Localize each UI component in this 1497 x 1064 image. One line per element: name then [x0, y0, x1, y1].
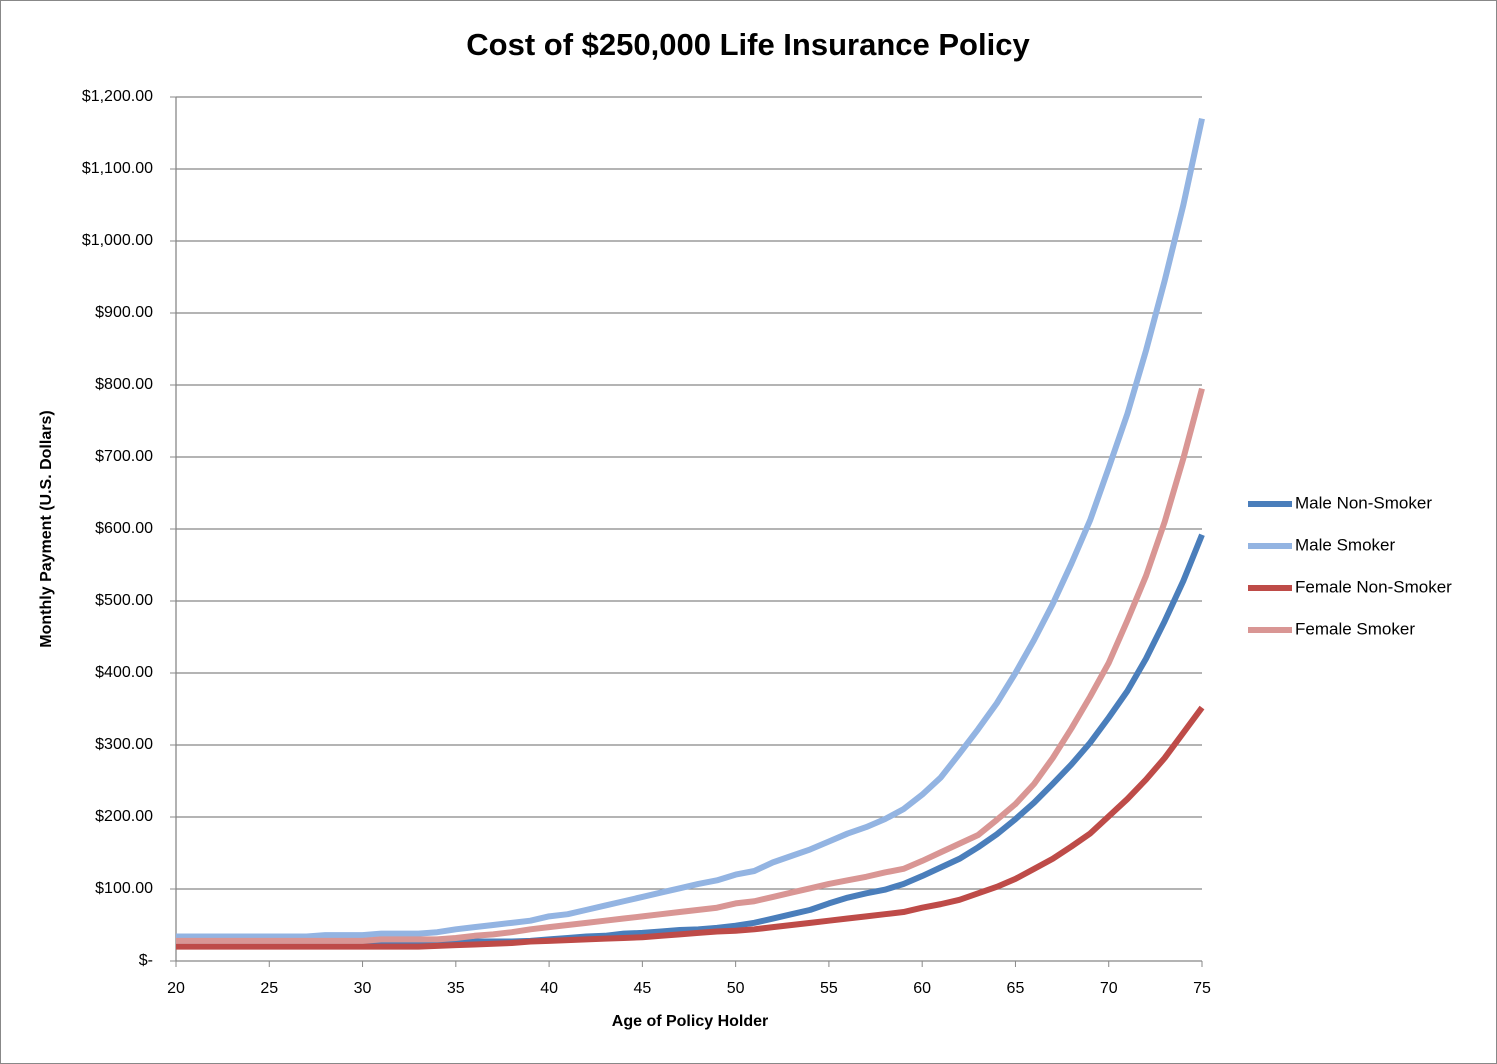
y-tick-label: $-: [139, 952, 153, 969]
y-tick-label: $500.00: [95, 592, 153, 609]
y-tick-label: $300.00: [95, 736, 153, 753]
x-tick-label: 35: [447, 980, 465, 997]
x-tick-label: 70: [1100, 980, 1118, 997]
x-tick-label: 30: [354, 980, 372, 997]
x-tick-label: 55: [820, 980, 838, 997]
x-tick-label: 40: [540, 980, 558, 997]
legend-label: Female Non-Smoker: [1295, 577, 1452, 596]
x-tick-label: 60: [913, 980, 931, 997]
legend-label: Female Smoker: [1295, 619, 1415, 638]
y-tick-label: $700.00: [95, 448, 153, 465]
x-tick-label: 75: [1193, 980, 1211, 997]
chart-title: Cost of $250,000 Life Insurance Policy: [466, 27, 1030, 62]
y-tick-label: $100.00: [95, 880, 153, 897]
x-tick-label: 50: [727, 980, 745, 997]
x-tick-label: 20: [167, 980, 185, 997]
x-tick-label: 25: [260, 980, 278, 997]
series-line: [176, 705, 1205, 950]
y-tick-label: $1,100.00: [82, 160, 153, 177]
y-axis-title: Monthly Payment (U.S. Dollars): [38, 410, 55, 647]
x-tick-label: 45: [633, 980, 651, 997]
y-tick-label: $200.00: [95, 808, 153, 825]
y-tick-label: $600.00: [95, 520, 153, 537]
y-tick-label: $800.00: [95, 376, 153, 393]
series-line: [176, 117, 1205, 940]
x-tick-label: 65: [1007, 980, 1025, 997]
x-axis-title: Age of Policy Holder: [612, 1013, 768, 1030]
y-tick-label: $400.00: [95, 664, 153, 681]
legend-label: Male Non-Smoker: [1295, 493, 1432, 512]
series-line: [176, 387, 1205, 944]
legend-label: Male Smoker: [1295, 535, 1395, 554]
y-tick-label: $1,200.00: [82, 88, 153, 105]
y-tick-label: $1,000.00: [82, 232, 153, 249]
y-tick-label: $900.00: [95, 304, 153, 321]
